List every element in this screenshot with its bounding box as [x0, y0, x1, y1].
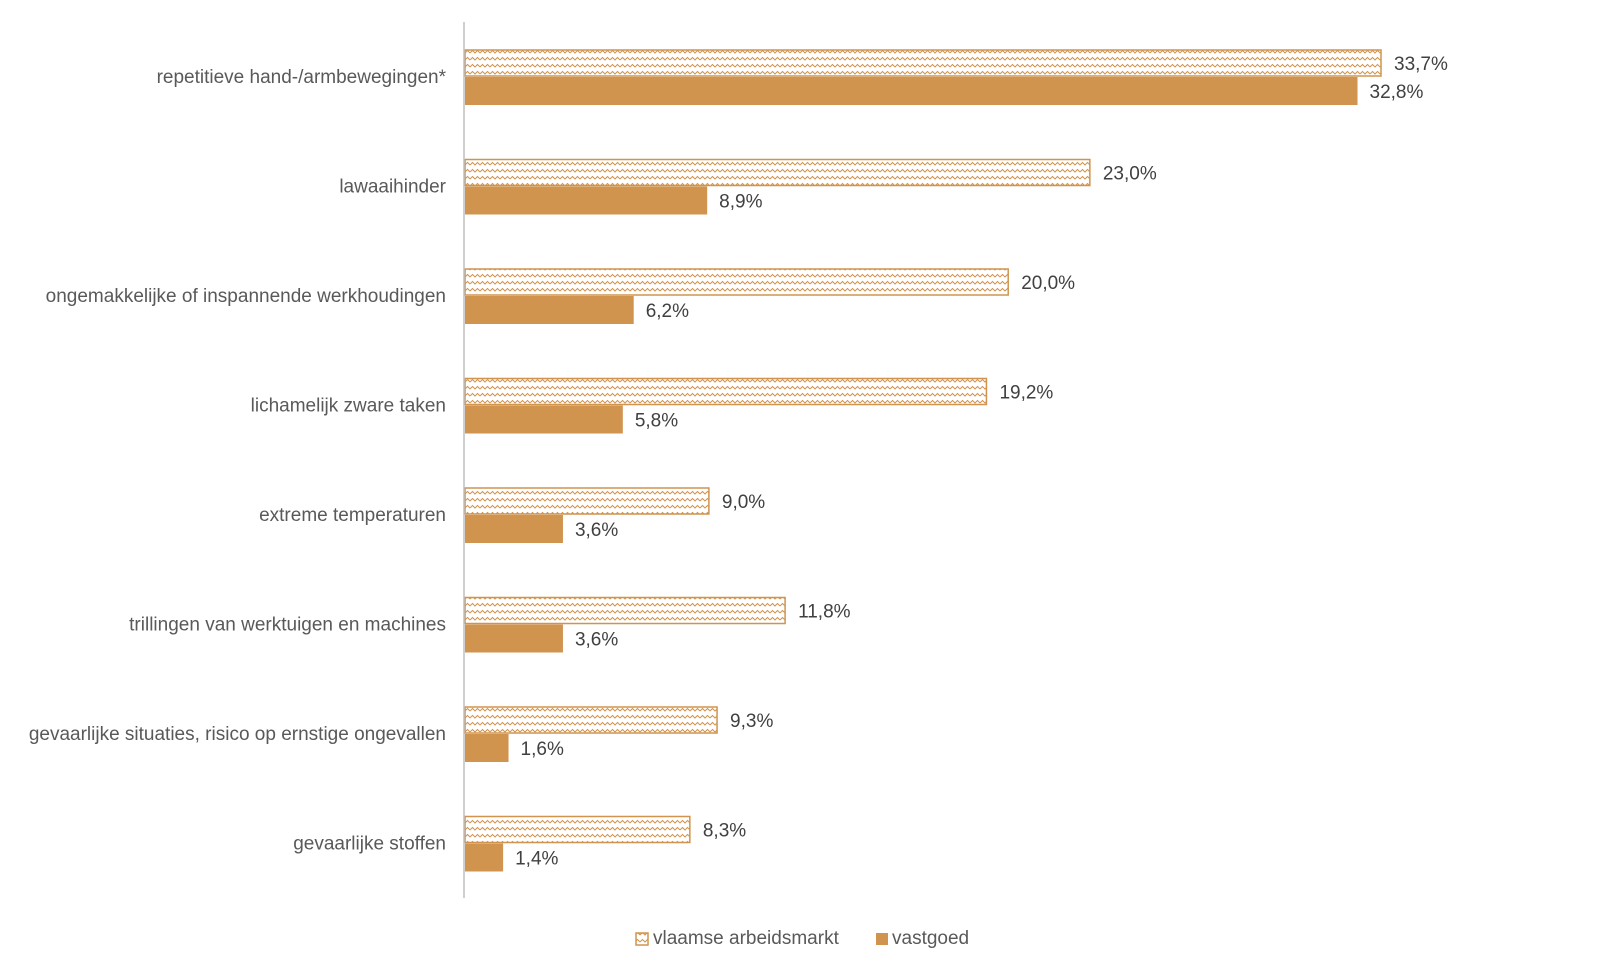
bar-vlaamse-arbeidsmarkt-ongemakkelijke-of-inspannende-werkhoudingen [464, 268, 1009, 296]
data-label-vlaamse-arbeidsmarkt: 23,0% [1103, 164, 1157, 185]
category-label: ongemakkelijke of inspannende werkhoudin… [46, 286, 446, 307]
category-label: repetitieve hand-/armbewegingen* [157, 67, 447, 88]
data-label-vastgoed: 8,9% [719, 192, 762, 213]
category-label: lawaaihinder [339, 177, 446, 198]
data-label-vlaamse-arbeidsmarkt: 9,3% [730, 711, 773, 732]
bar-vlaamse-arbeidsmarkt-extreme-temperaturen [464, 487, 710, 515]
data-label-vastgoed: 1,6% [521, 739, 564, 760]
bar-vastgoed-gevaarlijke-stoffen [465, 843, 504, 872]
bar-vastgoed-extreme-temperaturen [465, 515, 563, 543]
bar-vastgoed-lawaaihinder [465, 186, 708, 215]
data-label-vlaamse-arbeidsmarkt: 8,3% [703, 821, 746, 842]
category-label: gevaarlijke situaties, risico op ernstig… [29, 724, 446, 745]
bar-vlaamse-arbeidsmarkt-gevaarlijke-situaties-risico-op-ernstige-ongevallen [464, 706, 718, 734]
category-label: extreme temperaturen [259, 505, 446, 526]
category-label: lichamelijk zware taken [251, 396, 446, 417]
data-label-vastgoed: 1,4% [515, 849, 558, 870]
legend-swatch-vlaamse-arbeidsmarkt [635, 932, 649, 946]
bar-vastgoed-lichamelijk-zware-taken [465, 405, 623, 434]
plot-area: repetitieve hand-/armbewegingen* 33,7% 32,… [29, 49, 1448, 872]
data-label-vastgoed: 5,8% [635, 411, 678, 432]
legend-swatch-vastgoed [876, 933, 888, 945]
bar-vastgoed-repetitieve-hand-armbewegingen [465, 77, 1358, 105]
bar-vastgoed-ongemakkelijke-of-inspannende-werkhoudingen [465, 296, 634, 324]
legend-label-vlaamse-arbeidsmarkt: vlaamse arbeidsmarkt [653, 928, 840, 949]
category-label: gevaarlijke stoffen [293, 834, 446, 855]
category-label: trillingen van werktuigen en machines [129, 615, 446, 636]
data-label-vastgoed: 3,6% [575, 630, 618, 651]
legend: vlaamse arbeidsmarkt vastgoed [635, 928, 969, 949]
bar-vastgoed-gevaarlijke-situaties-risico-op-ernstige-ongevallen [465, 734, 509, 762]
data-label-vastgoed: 32,8% [1370, 82, 1424, 103]
bar-vlaamse-arbeidsmarkt-lawaaihinder [464, 158, 1091, 187]
bar-vlaamse-arbeidsmarkt-repetitieve-hand-armbewegingen [464, 49, 1382, 77]
bar-vastgoed-trillingen-van-werktuigen-en-machines [465, 624, 563, 653]
bar-vlaamse-arbeidsmarkt-trillingen-van-werktuigen-en-machines [464, 596, 786, 625]
data-label-vlaamse-arbeidsmarkt: 11,8% [798, 602, 851, 623]
data-label-vlaamse-arbeidsmarkt: 20,0% [1021, 273, 1075, 294]
data-label-vlaamse-arbeidsmarkt: 9,0% [722, 492, 765, 513]
data-label-vastgoed: 3,6% [575, 520, 618, 541]
data-label-vastgoed: 6,2% [646, 301, 689, 322]
data-label-vlaamse-arbeidsmarkt: 33,7% [1394, 54, 1448, 75]
data-label-vlaamse-arbeidsmarkt: 19,2% [999, 383, 1053, 404]
bar-vlaamse-arbeidsmarkt-gevaarlijke-stoffen [464, 815, 691, 844]
bar-vlaamse-arbeidsmarkt-lichamelijk-zware-taken [464, 377, 988, 406]
legend-label-vastgoed: vastgoed [892, 928, 969, 949]
